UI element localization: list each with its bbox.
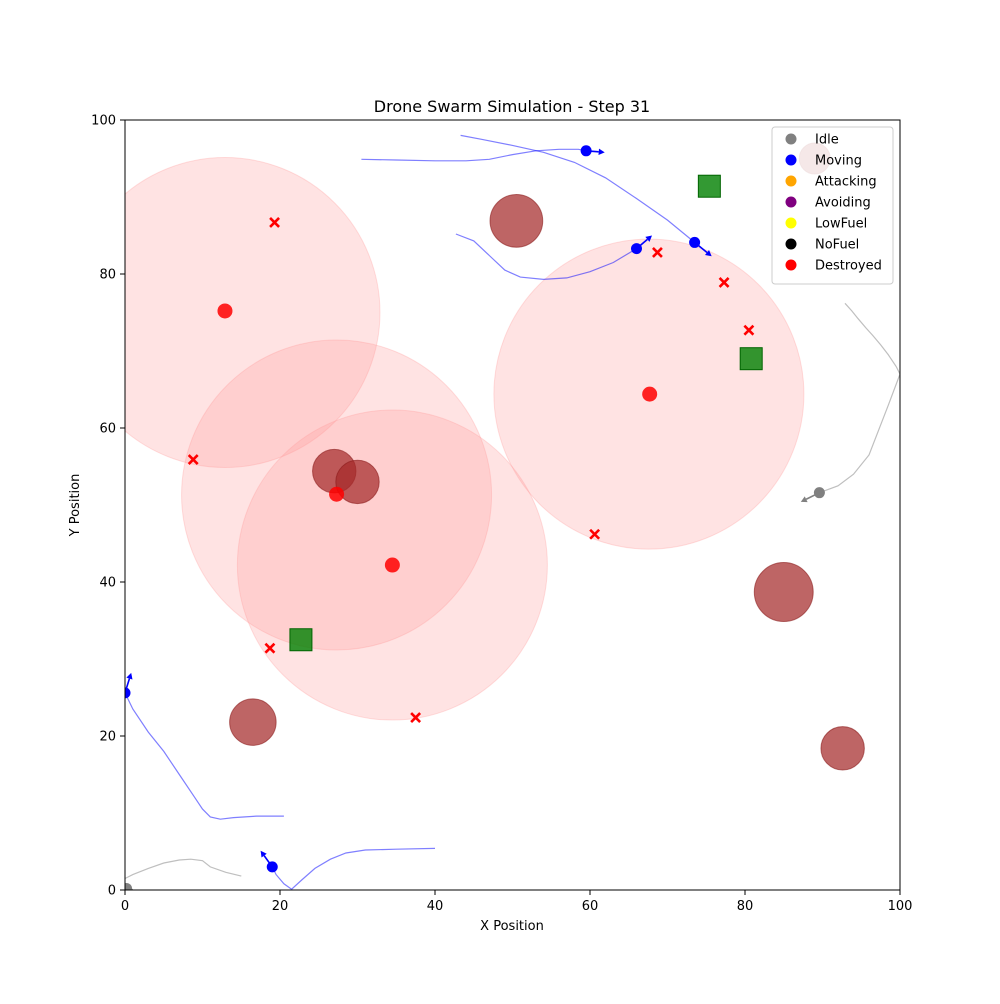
moving-drone-path [361, 148, 587, 162]
threat-center-marker [329, 486, 345, 502]
moving-drone-path [125, 692, 284, 820]
destroyed-drone-marker [589, 528, 601, 540]
x-tick-label: 40 [427, 899, 444, 914]
obstacle [753, 562, 814, 622]
legend-box [771, 126, 894, 285]
plot-content [125, 134, 900, 890]
y-tick-label: 0 [108, 884, 116, 899]
moving-drone-marker [580, 145, 592, 157]
chart-title: Drone Swarm Simulation - Step 31 [374, 97, 650, 116]
target-marker [289, 628, 313, 652]
obstacle [489, 194, 544, 248]
legend-marker [785, 154, 797, 166]
y-tick-label: 100 [91, 114, 116, 129]
threat-center-marker [217, 303, 233, 319]
destroyed-drone-marker [269, 216, 280, 228]
y-tick-label: 40 [99, 576, 116, 591]
target-marker [739, 347, 763, 371]
y-tick-label: 20 [99, 730, 116, 745]
legend: Idle Moving Attacking Avoiding LowFuel NoFuel… [771, 126, 894, 285]
legend-marker [785, 238, 797, 250]
legend-marker [785, 196, 797, 208]
x-tick-label: 20 [272, 899, 289, 914]
legend-marker [785, 259, 797, 271]
x-tick-label: 0 [121, 899, 129, 914]
threat-zone [125, 157, 381, 468]
plot-area: 0 20 40 60 80 100 0 20 40 60 80 100 [91, 114, 913, 915]
legend-marker [785, 217, 797, 229]
destroyed-drone-marker [187, 454, 199, 465]
legend-marker [785, 175, 797, 187]
legend-marker [785, 133, 797, 145]
obstacle [335, 459, 380, 505]
moving-drone-path [271, 847, 436, 890]
x-tick-label: 60 [582, 899, 599, 914]
legend-label: Attacking [815, 175, 877, 190]
moving-drone-marker [689, 236, 701, 248]
y-axis-label: Y Position [68, 474, 83, 538]
legend-label: NoFuel [815, 238, 859, 253]
legend-label: LowFuel [815, 217, 867, 232]
y-tick-label: 60 [99, 422, 116, 437]
legend-label: Moving [815, 154, 862, 169]
destroyed-drone-marker [743, 324, 755, 336]
moving-drone-marker [266, 861, 278, 873]
x-axis-label: X Position [480, 919, 544, 934]
moving-drone-path [455, 233, 637, 281]
moving-drone-marker [125, 687, 131, 699]
x-tick-label: 80 [737, 899, 754, 914]
idle-drone-marker [125, 882, 133, 890]
y-tick-label: 80 [99, 268, 116, 283]
x-tick-label: 100 [888, 899, 913, 914]
destroyed-drone-marker [718, 277, 730, 288]
destroyed-drone-marker [264, 642, 276, 654]
threat-center-marker [642, 386, 658, 402]
destroyed-drone-marker [652, 247, 663, 258]
moving-drone-marker [631, 243, 642, 255]
legend-label: Avoiding [815, 196, 871, 211]
destroyed-drone-marker [410, 712, 422, 723]
idle-drone-path [819, 302, 900, 494]
target-marker [697, 174, 721, 198]
legend-label: Destroyed [815, 259, 882, 274]
obstacle [229, 698, 277, 746]
legend-label: Idle [815, 133, 839, 148]
idle-drone-path [125, 858, 242, 880]
axes-frame [124, 119, 901, 891]
obstacle [820, 726, 865, 771]
moving-drone-path [460, 134, 695, 243]
threat-center-marker [384, 557, 400, 573]
idle-drone-marker [813, 487, 825, 499]
